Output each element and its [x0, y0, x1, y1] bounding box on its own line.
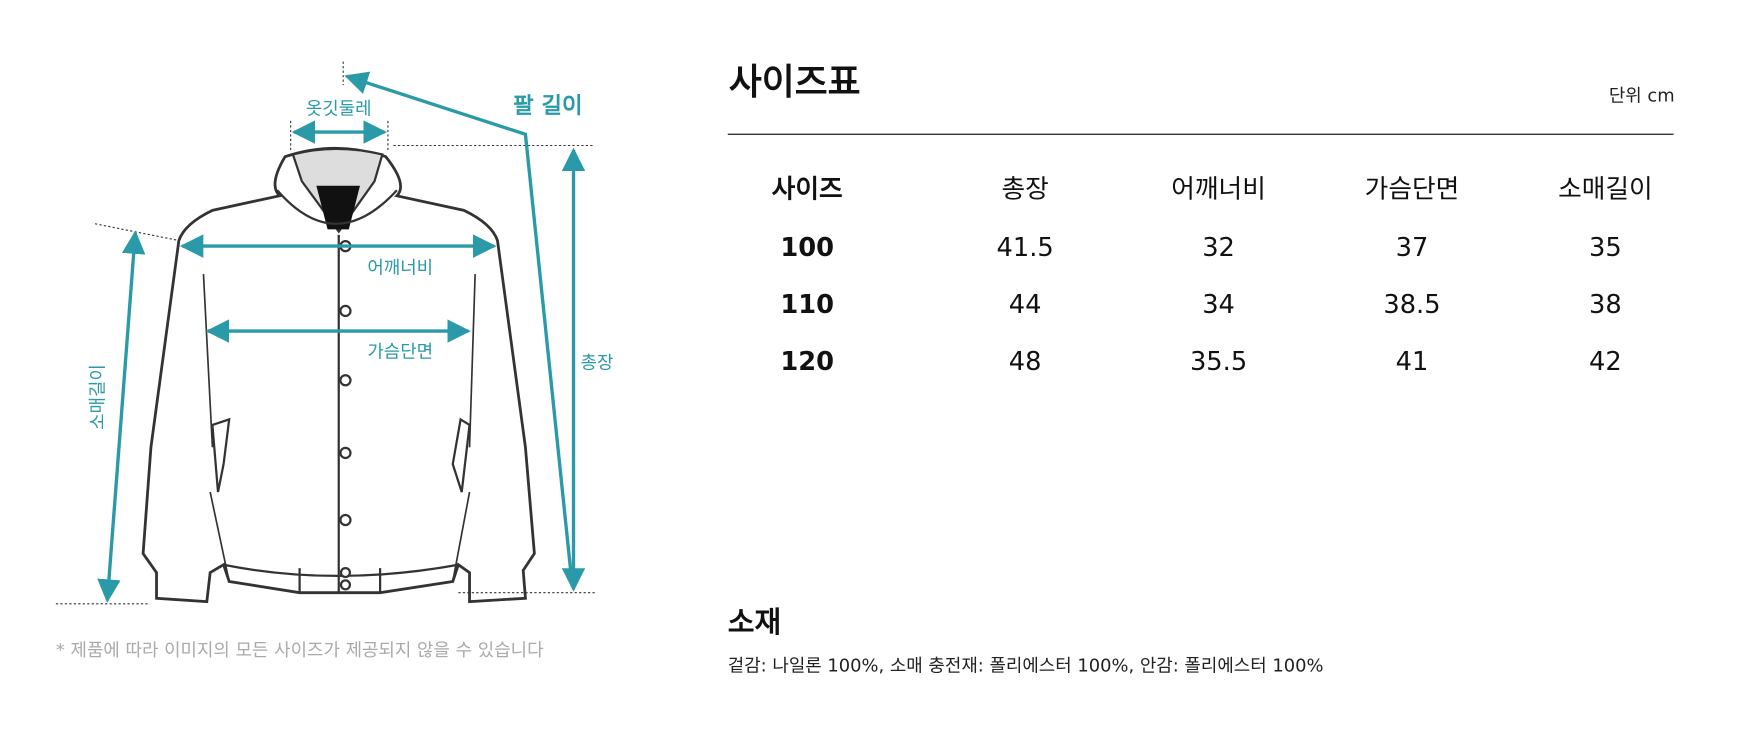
- cell: 41: [1396, 347, 1429, 377]
- arm-label: 팔 길이: [513, 93, 582, 119]
- cell: 41.5: [997, 233, 1054, 263]
- header-cell: 어깨너비: [1171, 175, 1266, 205]
- note: * 제품에 따라 이미지의 모든 사이즈가 제공되지 않을 수 있습니다: [56, 640, 544, 661]
- size-table: 사이즈 총장 어깨너비 가슴단면 소매길이 100 41.5 32 37 35 110 44 34 38.…: [772, 175, 1653, 377]
- cell: 35: [1589, 233, 1622, 263]
- header-cell: 소매길이: [1558, 175, 1653, 205]
- unit: 단위 cm: [1609, 85, 1675, 106]
- guide-lines: [55, 61, 595, 605]
- cell: 38: [1589, 290, 1622, 320]
- material-text: 겉감: 나일론 100%, 소매 충전재: 폴리에스터 100%, 안감: 폴리…: [728, 655, 1324, 676]
- cell: 34: [1202, 290, 1235, 320]
- cell: 44: [1009, 290, 1042, 320]
- measure-arrows: [97, 71, 586, 603]
- jacket-drawing: [141, 146, 536, 604]
- material-title: 소재: [728, 605, 781, 639]
- shoulder-label: 어깨너비: [367, 257, 433, 278]
- header-cell: 총장: [1002, 175, 1049, 205]
- cell: 48: [1009, 347, 1042, 377]
- header-cell: 가슴단면: [1365, 175, 1460, 205]
- cell: 100: [780, 233, 834, 263]
- collar-label: 옷깃둘레: [306, 99, 372, 120]
- cell: 32: [1202, 233, 1235, 263]
- table-title: 사이즈표: [729, 62, 861, 103]
- header-cell: 사이즈: [772, 175, 843, 205]
- cell: 38.5: [1383, 290, 1440, 320]
- sleeve-label: 소매길이: [87, 364, 108, 430]
- cell: 35.5: [1190, 347, 1247, 377]
- cell: 42: [1589, 347, 1622, 377]
- cell: 110: [780, 290, 834, 320]
- cell: 37: [1396, 233, 1429, 263]
- chest-label: 가슴단면: [367, 341, 433, 362]
- cell: 120: [780, 347, 834, 377]
- length-label: 총장: [581, 352, 614, 373]
